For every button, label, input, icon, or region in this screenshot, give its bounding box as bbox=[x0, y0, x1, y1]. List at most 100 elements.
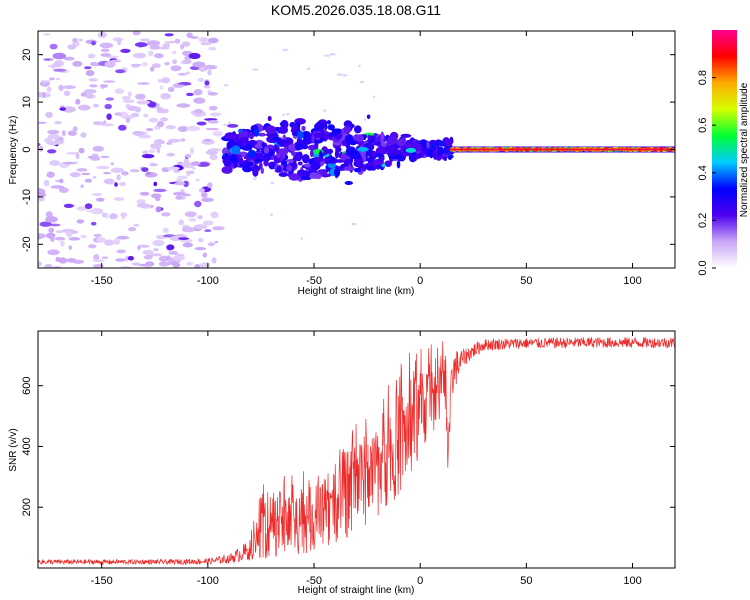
heatmap-cell bbox=[335, 146, 342, 153]
heatmap-cell bbox=[139, 244, 150, 248]
heatmap-cell bbox=[103, 178, 115, 185]
heatmap-cell bbox=[223, 84, 229, 87]
heatmap-cell bbox=[38, 121, 47, 124]
snr-frame bbox=[37, 330, 676, 569]
heatmap-cell bbox=[56, 77, 60, 81]
heatmap-cell bbox=[158, 261, 170, 267]
heatmap-cell bbox=[54, 121, 62, 125]
heatmap-cell bbox=[227, 121, 232, 125]
heatmap-cell bbox=[164, 33, 174, 37]
heatmap-cell bbox=[195, 178, 200, 182]
heatmap-cell bbox=[99, 42, 114, 49]
heatmap-cell bbox=[88, 244, 97, 249]
heatmap-cell bbox=[176, 103, 191, 108]
heatmap-cell bbox=[47, 133, 60, 140]
heatmap-cell bbox=[406, 139, 411, 145]
heatmap-cell bbox=[351, 222, 357, 226]
heatmap-cell bbox=[86, 209, 100, 213]
heatmap-cell bbox=[225, 135, 237, 140]
heatmap-cell bbox=[159, 85, 163, 90]
y-tick-label: 10 bbox=[21, 96, 33, 108]
x-tick-label: 100 bbox=[623, 275, 641, 287]
heatmap-cell bbox=[200, 42, 212, 46]
heatmap-cell bbox=[60, 240, 65, 247]
colorbar-tick-label: 0.8 bbox=[697, 70, 709, 85]
heatmap-cell bbox=[89, 84, 98, 88]
heatmap-cell bbox=[291, 124, 298, 132]
heatmap-cell bbox=[181, 41, 191, 47]
heatmap-cell bbox=[134, 106, 141, 113]
heatmap-cell bbox=[246, 161, 254, 167]
heatmap-cell bbox=[195, 112, 201, 118]
heatmap-cell bbox=[252, 177, 257, 180]
heatmap-cell bbox=[396, 138, 406, 147]
heatmap-cell bbox=[366, 114, 371, 120]
heatmap-cell bbox=[80, 132, 87, 138]
heatmap-cell bbox=[241, 144, 253, 151]
heatmap-cell bbox=[120, 48, 131, 54]
heatmap-cell bbox=[241, 141, 248, 146]
heatmap-cell bbox=[133, 223, 140, 227]
heatmap-cell bbox=[164, 41, 171, 45]
heatmap-cell bbox=[166, 152, 175, 157]
heatmap-cell bbox=[314, 173, 322, 180]
heatmap-cell bbox=[301, 130, 312, 140]
snr-x-ticks: -150 -100 -50 0 50 100 bbox=[91, 331, 642, 587]
heatmap-cell bbox=[103, 171, 111, 175]
heatmap-cell bbox=[162, 227, 169, 233]
heatmap-cell bbox=[288, 173, 301, 181]
heatmap-cell bbox=[66, 258, 77, 263]
heatmap-cell bbox=[193, 97, 206, 104]
heatmap-cell bbox=[96, 197, 105, 202]
heatmap-cell bbox=[75, 98, 81, 105]
heatmap-cell bbox=[204, 80, 210, 86]
heatmap-cell bbox=[282, 48, 289, 52]
heatmap-cell bbox=[150, 204, 154, 208]
heatmap-cell bbox=[47, 129, 60, 135]
heatmap-cell bbox=[93, 121, 104, 126]
heatmap-cell bbox=[300, 237, 303, 240]
x-tick-label: -50 bbox=[306, 275, 322, 287]
heatmap-cell bbox=[252, 168, 259, 177]
heatmap-cell bbox=[115, 69, 126, 74]
heatmap-cell bbox=[182, 59, 192, 65]
heatmap-cell bbox=[233, 161, 238, 168]
heatmap-cell bbox=[313, 157, 324, 163]
heatmap-cell bbox=[282, 113, 285, 117]
heatmap-cell bbox=[367, 156, 374, 164]
heatmap-cell bbox=[101, 212, 107, 218]
heatmap-cell bbox=[143, 254, 153, 260]
heatmap-cell bbox=[192, 61, 206, 68]
heatmap-cell bbox=[96, 237, 106, 243]
heatmap-cell bbox=[194, 264, 201, 268]
heatmap-cell bbox=[40, 79, 51, 83]
heatmap-cell bbox=[166, 244, 175, 251]
heatmap-cell bbox=[196, 121, 207, 126]
heatmap-cell bbox=[267, 115, 272, 122]
heatmap-cell bbox=[84, 203, 93, 210]
heatmap-cell bbox=[146, 40, 161, 46]
heatmap-cell bbox=[255, 152, 264, 159]
heatmap-cell bbox=[314, 122, 325, 131]
heatmap-cell bbox=[371, 152, 376, 157]
heatmap-cell bbox=[193, 224, 208, 230]
heatmap-cell bbox=[149, 163, 158, 167]
heatmap-cell bbox=[68, 245, 73, 250]
y-tick-label: 20 bbox=[21, 49, 33, 61]
heatmap-cell bbox=[148, 149, 156, 154]
heatmap-cell bbox=[167, 166, 180, 171]
heatmap-cell bbox=[176, 175, 188, 180]
heatmap-cell bbox=[92, 259, 105, 263]
heatmap-cell bbox=[326, 148, 334, 154]
heatmap-cell bbox=[118, 124, 127, 131]
heatmap-cell bbox=[323, 133, 329, 141]
x-tick-label: -100 bbox=[197, 275, 219, 287]
heatmap-cell bbox=[93, 254, 100, 261]
heatmap-cell bbox=[137, 245, 141, 251]
heatmap-cell bbox=[201, 197, 215, 202]
heatmap-cell bbox=[270, 181, 275, 185]
heatmap-cell bbox=[193, 109, 203, 114]
heatmap-cell bbox=[273, 157, 281, 164]
heatmap-cell bbox=[183, 158, 190, 166]
heatmap-cell bbox=[357, 146, 369, 152]
